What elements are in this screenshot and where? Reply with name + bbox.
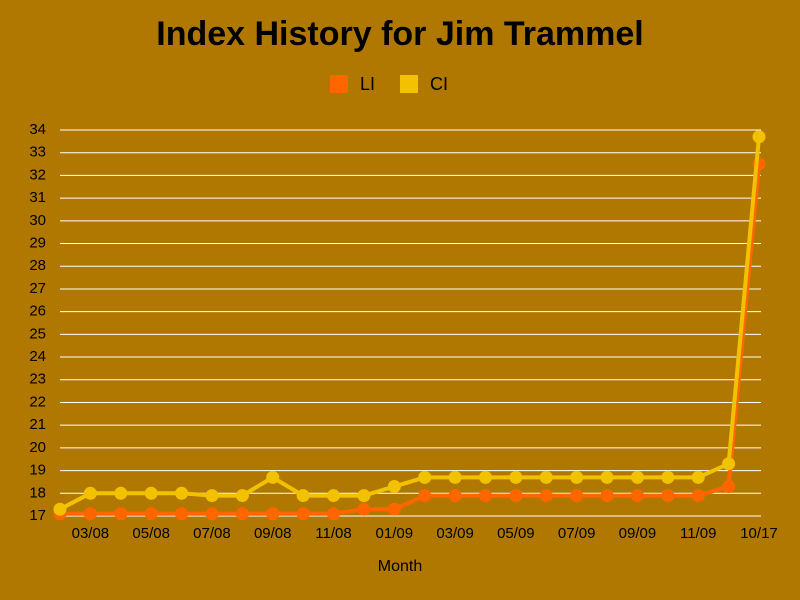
data-point — [600, 489, 614, 503]
x-axis-label: Month — [378, 558, 422, 575]
data-point — [327, 489, 341, 503]
data-point — [691, 470, 705, 484]
data-point — [144, 507, 158, 521]
legend-label: LI — [360, 74, 375, 94]
x-tick-label: 10/17 — [740, 525, 778, 542]
data-point — [418, 470, 432, 484]
x-tick-label: 11/09 — [680, 525, 716, 542]
data-point — [752, 130, 766, 144]
data-point — [448, 489, 462, 503]
x-tick-label: 03/08 — [72, 525, 110, 542]
x-tick-label: 09/08 — [254, 525, 292, 542]
y-tick-label: 29 — [29, 234, 46, 251]
data-point — [509, 489, 523, 503]
data-point — [296, 489, 310, 503]
y-tick-label: 26 — [29, 303, 46, 320]
data-point — [175, 507, 189, 521]
x-tick-label: 07/09 — [558, 525, 596, 542]
data-point — [630, 470, 644, 484]
data-point — [478, 470, 492, 484]
x-tick-label: 11/08 — [315, 525, 351, 542]
data-point — [478, 489, 492, 503]
data-point — [83, 507, 97, 521]
y-tick-label: 34 — [29, 121, 46, 138]
data-point — [175, 486, 189, 500]
data-point — [144, 486, 158, 500]
y-tick-label: 25 — [29, 325, 46, 342]
data-point — [387, 502, 401, 516]
x-tick-label: 05/08 — [132, 525, 170, 542]
data-point — [114, 486, 128, 500]
x-tick-label: 05/09 — [497, 525, 535, 542]
data-point — [327, 507, 341, 521]
data-point — [661, 489, 675, 503]
data-point — [114, 507, 128, 521]
y-tick-label: 31 — [29, 189, 46, 206]
legend-swatch — [400, 75, 418, 93]
x-tick-label: 09/09 — [619, 525, 657, 542]
data-point — [539, 489, 553, 503]
data-point — [722, 479, 736, 493]
data-point — [418, 489, 432, 503]
data-point — [266, 470, 280, 484]
data-point — [296, 507, 310, 521]
data-point — [266, 507, 280, 521]
data-point — [570, 489, 584, 503]
legend-label: CI — [430, 74, 448, 94]
data-point — [691, 489, 705, 503]
data-point — [235, 489, 249, 503]
legend-swatch — [330, 75, 348, 93]
data-point — [600, 470, 614, 484]
y-tick-label: 28 — [29, 257, 46, 274]
data-point — [509, 470, 523, 484]
data-point — [357, 489, 371, 503]
data-point — [235, 507, 249, 521]
y-tick-label: 18 — [29, 484, 46, 501]
x-tick-label: 03/09 — [436, 525, 474, 542]
data-point — [205, 489, 219, 503]
y-tick-label: 33 — [29, 144, 46, 161]
data-point — [661, 470, 675, 484]
x-tick-label: 01/09 — [376, 525, 414, 542]
data-point — [630, 489, 644, 503]
y-tick-label: 30 — [29, 212, 46, 229]
y-tick-label: 24 — [29, 348, 46, 365]
data-point — [448, 470, 462, 484]
data-point — [570, 470, 584, 484]
data-point — [53, 502, 67, 516]
y-tick-label: 21 — [29, 416, 46, 433]
data-point — [83, 486, 97, 500]
data-point — [357, 502, 371, 516]
y-tick-label: 23 — [29, 371, 46, 388]
y-tick-label: 32 — [29, 166, 46, 183]
data-point — [722, 457, 736, 471]
y-tick-label: 22 — [29, 393, 46, 410]
y-tick-label: 20 — [29, 439, 46, 456]
y-tick-label: 17 — [29, 507, 46, 524]
data-point — [387, 479, 401, 493]
data-point — [205, 507, 219, 521]
x-tick-label: 07/08 — [193, 525, 231, 542]
y-tick-label: 19 — [29, 462, 46, 479]
chart-title: Index History for Jim Trammel — [156, 15, 644, 53]
y-tick-label: 27 — [29, 280, 46, 297]
data-point — [539, 470, 553, 484]
